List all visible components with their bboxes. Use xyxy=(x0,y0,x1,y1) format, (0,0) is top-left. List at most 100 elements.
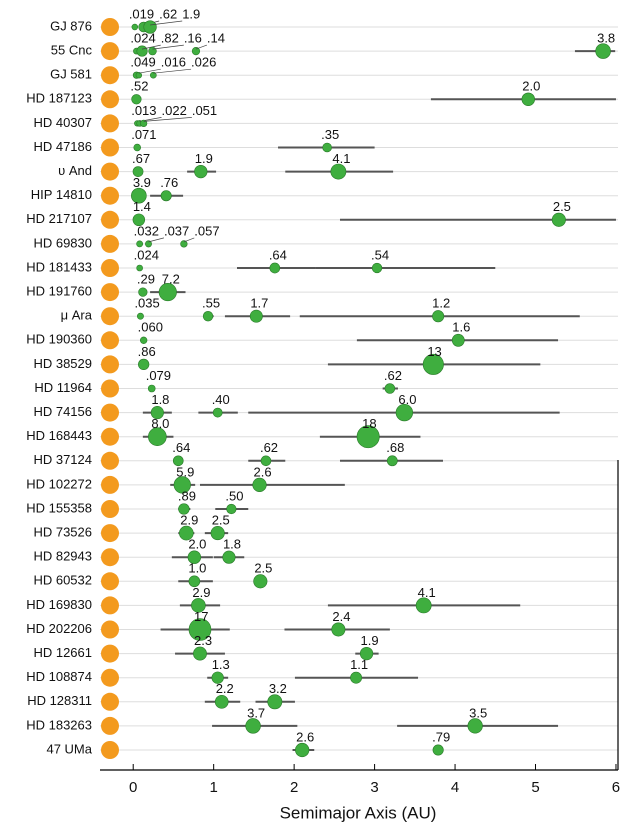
planet xyxy=(140,119,148,127)
mass-label: 2.0 xyxy=(522,79,540,94)
planet xyxy=(252,477,267,493)
planet xyxy=(132,166,144,177)
mass-label: 18 xyxy=(362,416,376,431)
mass-label: .79 xyxy=(432,729,450,744)
system-name: HD 73526 xyxy=(33,525,92,540)
star xyxy=(101,644,119,663)
mass-label: 7.2 xyxy=(162,272,180,287)
planet xyxy=(551,212,566,227)
planet xyxy=(395,403,414,422)
star xyxy=(101,42,119,61)
star xyxy=(101,451,119,470)
mass-label: 3.2 xyxy=(269,681,287,696)
star xyxy=(101,692,119,711)
mass-label: .026 xyxy=(191,55,216,70)
mass-label: .64 xyxy=(269,247,287,262)
planet xyxy=(131,94,142,105)
mass-label: 3.5 xyxy=(469,705,487,720)
star xyxy=(101,741,119,759)
star xyxy=(101,403,119,422)
system-name: HD 47186 xyxy=(33,139,92,154)
leader-line xyxy=(153,68,192,74)
planet xyxy=(249,309,263,323)
system-name: HD 181433 xyxy=(26,259,92,274)
mass-label: 1.9 xyxy=(361,633,379,648)
mass-label: .86 xyxy=(138,344,156,359)
mass-label: 13 xyxy=(427,344,441,359)
star xyxy=(101,427,119,446)
mass-label: 17 xyxy=(194,609,208,624)
planet xyxy=(178,503,190,515)
leader-line xyxy=(143,117,192,122)
planet xyxy=(193,646,207,661)
mass-label: .051 xyxy=(192,103,217,118)
planet xyxy=(253,574,268,589)
planet xyxy=(147,384,156,393)
planet xyxy=(131,23,139,31)
mass-label: 2.9 xyxy=(192,585,210,600)
planet xyxy=(521,92,535,107)
planet xyxy=(322,142,332,153)
mass-label: .019 xyxy=(129,6,154,21)
planet xyxy=(160,190,172,202)
planet xyxy=(143,20,157,34)
star xyxy=(101,66,119,85)
mass-label: .50 xyxy=(225,488,243,503)
mass-label: 2.0 xyxy=(188,537,206,552)
planet xyxy=(214,694,229,709)
mass-label: .35 xyxy=(321,127,339,142)
planet xyxy=(191,598,206,613)
mass-label: 1.8 xyxy=(223,537,241,552)
mass-label: .62 xyxy=(159,6,177,21)
planet xyxy=(138,287,148,297)
mass-label: 5.9 xyxy=(176,464,194,479)
planet xyxy=(202,311,214,322)
mass-label: .76 xyxy=(160,175,178,190)
planet xyxy=(138,358,150,371)
planet xyxy=(136,264,143,272)
star xyxy=(101,307,119,326)
system-name: HD 155358 xyxy=(26,500,92,515)
planet xyxy=(432,744,444,756)
star xyxy=(101,186,119,205)
planet xyxy=(245,718,261,734)
system-name: HD 11964 xyxy=(34,380,92,395)
system-name: HD 37124 xyxy=(33,452,92,467)
mass-label: .40 xyxy=(212,392,230,407)
star xyxy=(101,90,119,109)
planet xyxy=(179,525,194,541)
mass-label: .55 xyxy=(202,296,220,311)
planet xyxy=(432,310,445,323)
planet xyxy=(187,550,202,564)
star xyxy=(101,234,119,253)
planet xyxy=(331,622,346,637)
system-name: HD 169830 xyxy=(26,597,92,612)
planet xyxy=(226,503,237,515)
star xyxy=(101,162,119,181)
planet xyxy=(415,597,432,614)
planet xyxy=(359,646,374,661)
mass-label: .022 xyxy=(162,103,187,118)
mass-label: 6.0 xyxy=(398,392,416,407)
mass-label: 1.3 xyxy=(212,657,230,672)
mass-label: .079 xyxy=(146,368,171,383)
star xyxy=(101,596,119,615)
planet xyxy=(222,550,236,564)
mass-label: .67 xyxy=(132,151,150,166)
planet xyxy=(386,455,398,467)
mass-label: .16 xyxy=(184,31,202,46)
mass-label: .016 xyxy=(161,55,186,70)
planet xyxy=(260,455,272,467)
planet xyxy=(158,283,177,302)
mass-label: .035 xyxy=(134,296,159,311)
system-name: HD 74156 xyxy=(33,404,92,419)
planet xyxy=(194,164,208,179)
mass-label: 8.0 xyxy=(151,416,169,431)
planet xyxy=(139,336,148,344)
planet xyxy=(180,240,188,248)
system-name: HD 40307 xyxy=(33,115,92,130)
mass-label: .037 xyxy=(164,223,189,238)
planet xyxy=(135,72,143,79)
star xyxy=(101,475,119,494)
